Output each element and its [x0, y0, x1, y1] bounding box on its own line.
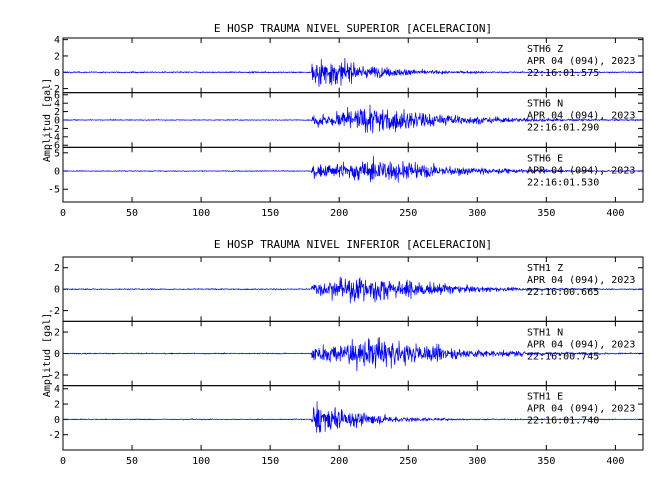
station-component-label: STH6 N	[527, 99, 563, 110]
time-label: 22:16:01.740	[527, 416, 599, 427]
y-tick-label: -6	[48, 141, 60, 152]
y-tick-label: 2	[54, 263, 60, 274]
y-tick-label: 0	[54, 349, 60, 360]
y-axis-label: Amplitud [gal]	[42, 313, 53, 397]
x-tick-label: 100	[192, 208, 210, 219]
time-label: 22:16:00.665	[527, 287, 599, 298]
waveform-line	[62, 276, 644, 304]
date-label: APR 04 (094), 2023	[527, 111, 635, 122]
x-tick-label: 50	[126, 208, 138, 219]
x-tick-label: 150	[261, 456, 279, 467]
y-tick-label: -2	[48, 84, 60, 95]
y-tick-label: 0	[54, 116, 60, 127]
x-tick-label: 300	[468, 456, 486, 467]
waveform-line	[62, 155, 644, 183]
x-tick-label: 400	[606, 208, 624, 219]
x-tick-label: 300	[468, 208, 486, 219]
x-tick-label: 350	[537, 456, 555, 467]
chart-title: E HOSP TRAUMA NIVEL SUPERIOR [ACELERACIO…	[214, 22, 492, 35]
date-label: APR 04 (094), 2023	[527, 165, 635, 176]
y-tick-label: 4	[54, 35, 60, 46]
y-tick-label: 4	[54, 99, 60, 110]
time-label: 22:16:01.530	[527, 177, 599, 188]
x-tick-label: 100	[192, 456, 210, 467]
y-tick-label: 2	[54, 51, 60, 62]
chart-panel-inferior: E HOSP TRAUMA NIVEL INFERIOR [ACELERACIO…	[42, 238, 644, 467]
waveform-line	[62, 337, 644, 372]
y-tick-label: -2	[48, 370, 60, 381]
date-label: APR 04 (094), 2023	[527, 56, 635, 67]
date-label: APR 04 (094), 2023	[527, 404, 635, 415]
time-label: 22:16:00.745	[527, 351, 599, 362]
station-component-label: STH6 Z	[527, 44, 563, 55]
x-tick-label: 400	[606, 456, 624, 467]
x-tick-label: 150	[261, 208, 279, 219]
x-tick-label: 250	[399, 208, 417, 219]
y-tick-label: -4	[48, 132, 60, 143]
date-label: APR 04 (094), 2023	[527, 339, 635, 350]
y-axis-label: Amplitud [gal]	[42, 78, 53, 162]
station-component-label: STH1 N	[527, 327, 563, 338]
y-tick-label: 4	[54, 384, 60, 395]
x-tick-label: 200	[330, 208, 348, 219]
time-label: 22:16:01.575	[527, 68, 599, 79]
station-component-label: STH1 Z	[527, 263, 563, 274]
y-tick-label: -2	[48, 124, 60, 135]
y-tick-label: 2	[54, 400, 60, 411]
y-tick-label: 5	[54, 148, 60, 159]
waveform-line	[62, 104, 644, 134]
y-tick-label: 0	[54, 285, 60, 296]
y-tick-label: 0	[54, 415, 60, 426]
x-tick-label: 350	[537, 208, 555, 219]
trace-frame	[62, 146, 644, 203]
y-tick-label: -2	[48, 430, 60, 441]
y-tick-label: 2	[54, 328, 60, 339]
waveform-line	[62, 57, 644, 88]
x-tick-label: 250	[399, 456, 417, 467]
y-tick-label: 2	[54, 107, 60, 118]
x-tick-label: 0	[60, 456, 66, 467]
y-tick-label: 0	[54, 167, 60, 178]
y-tick-label: -2	[48, 306, 60, 317]
waveform-line	[62, 401, 644, 433]
chart-title: E HOSP TRAUMA NIVEL INFERIOR [ACELERACIO…	[214, 238, 492, 251]
x-tick-label: 50	[126, 456, 138, 467]
y-tick-label: 0	[54, 68, 60, 79]
x-tick-label: 0	[60, 208, 66, 219]
chart-panel-superior: E HOSP TRAUMA NIVEL SUPERIOR [ACELERACIO…	[42, 22, 644, 219]
date-label: APR 04 (094), 2023	[527, 275, 635, 286]
y-tick-label: 6	[54, 90, 60, 101]
station-component-label: STH1 E	[527, 392, 563, 403]
x-tick-label: 200	[330, 456, 348, 467]
trace-frame	[62, 385, 644, 451]
station-component-label: STH6 E	[527, 153, 563, 164]
y-tick-label: -5	[48, 185, 60, 196]
time-label: 22:16:01.290	[527, 123, 599, 134]
